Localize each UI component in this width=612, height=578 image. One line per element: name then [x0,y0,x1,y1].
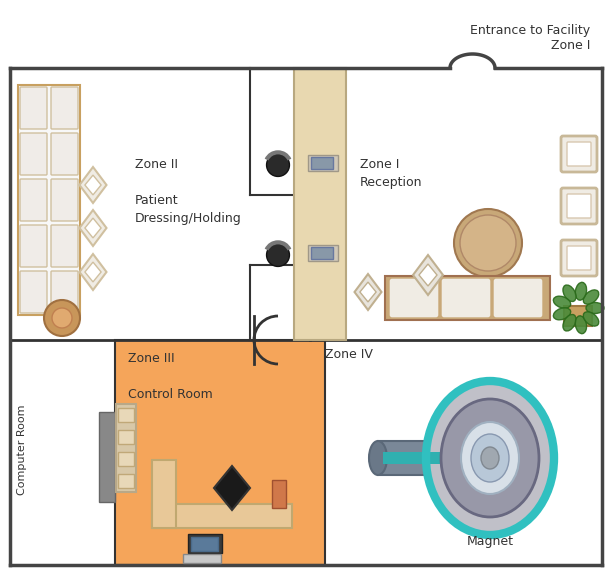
Polygon shape [419,264,437,286]
Bar [116,404,136,492]
FancyBboxPatch shape [51,271,78,313]
FancyBboxPatch shape [51,133,78,175]
Bar [272,480,286,508]
Bar [115,340,325,565]
Bar [191,537,218,551]
Circle shape [52,308,72,328]
Bar [564,306,592,326]
Bar [118,430,134,444]
Bar [311,157,333,169]
Text: Entrance to Facility
Zone I: Entrance to Facility Zone I [470,24,590,52]
Polygon shape [80,254,106,290]
Text: Zone IV: Zone IV [325,348,373,361]
Circle shape [454,209,522,277]
Polygon shape [80,167,106,203]
FancyBboxPatch shape [567,142,591,166]
Polygon shape [354,274,381,310]
Polygon shape [85,175,101,195]
Ellipse shape [441,399,539,517]
Bar [311,247,333,259]
Bar [18,85,80,315]
Polygon shape [80,210,106,246]
Bar [152,460,176,528]
Ellipse shape [553,308,570,320]
Bar [378,441,490,475]
Polygon shape [214,466,250,510]
Text: Zone I
Reception: Zone I Reception [360,158,422,189]
Polygon shape [85,262,101,282]
Circle shape [44,300,80,336]
Polygon shape [360,282,376,302]
Polygon shape [85,218,101,238]
Bar [308,155,338,171]
Ellipse shape [369,441,387,475]
Ellipse shape [575,316,586,334]
Bar [118,408,134,422]
Circle shape [460,215,516,271]
Ellipse shape [575,282,586,300]
FancyBboxPatch shape [20,133,47,175]
Ellipse shape [563,285,576,302]
Circle shape [267,243,289,266]
Bar [385,276,550,320]
FancyBboxPatch shape [51,225,78,267]
Text: Zone III

Control Room: Zone III Control Room [128,352,213,401]
Bar [308,245,338,261]
Bar [383,452,490,464]
Ellipse shape [583,312,599,326]
Ellipse shape [471,434,509,482]
Polygon shape [413,255,443,295]
FancyBboxPatch shape [20,87,47,129]
Ellipse shape [586,302,604,313]
FancyBboxPatch shape [20,271,47,313]
Text: Zone II

Patient
Dressing/Holding: Zone II Patient Dressing/Holding [135,158,242,225]
Bar [99,412,115,502]
FancyBboxPatch shape [561,240,597,276]
Ellipse shape [481,447,499,469]
Ellipse shape [563,314,576,331]
FancyBboxPatch shape [389,278,439,318]
FancyBboxPatch shape [51,179,78,221]
Bar [294,68,346,340]
Circle shape [267,154,289,176]
Bar [183,554,221,563]
FancyBboxPatch shape [561,136,597,172]
Bar [118,452,134,466]
Text: Magnet: Magnet [466,535,513,548]
FancyBboxPatch shape [567,194,591,218]
FancyBboxPatch shape [567,246,591,270]
Ellipse shape [553,296,570,308]
FancyBboxPatch shape [51,87,78,129]
FancyBboxPatch shape [561,188,597,224]
Text: Computer Room: Computer Room [17,405,27,495]
Ellipse shape [583,290,599,304]
FancyBboxPatch shape [20,225,47,267]
FancyBboxPatch shape [441,278,491,318]
Bar [152,504,292,528]
Ellipse shape [461,422,519,494]
Bar [188,534,222,553]
Bar [118,474,134,488]
FancyBboxPatch shape [493,278,543,318]
Ellipse shape [426,379,554,537]
FancyBboxPatch shape [20,179,47,221]
